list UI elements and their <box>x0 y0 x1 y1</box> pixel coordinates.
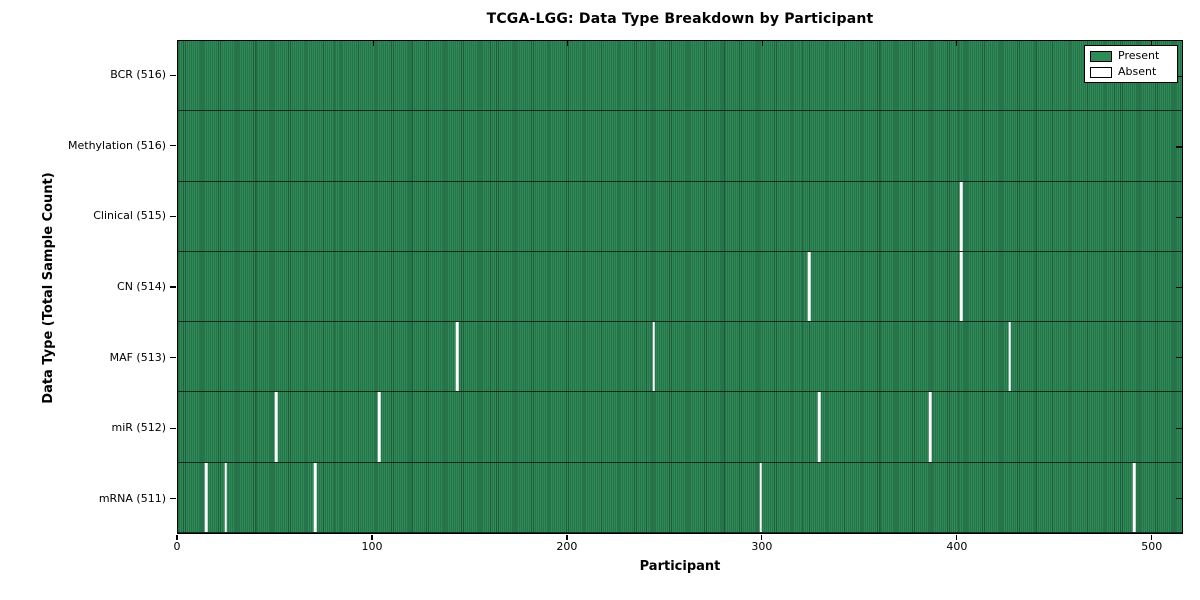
absent-marker <box>274 392 278 462</box>
x-tick-mark <box>176 535 178 540</box>
x-tick-mark <box>1151 535 1153 540</box>
x-tick-mark-top <box>956 41 958 46</box>
absent-marker <box>959 251 963 322</box>
present-swatch <box>1090 50 1112 62</box>
y-tick-mark-right <box>1176 76 1182 78</box>
x-tick-label: 400 <box>946 540 968 553</box>
heatmap-row-Clinical <box>178 181 1182 252</box>
heatmap-row-MAF <box>178 322 1182 393</box>
x-tick-label: 300 <box>751 540 773 553</box>
y-tick-label: Clinical (515) <box>93 209 166 223</box>
y-tick-mark <box>170 427 176 429</box>
y-tick-mark-right <box>1176 146 1182 148</box>
x-tick-label: 100 <box>361 540 383 553</box>
x-tick-mark-top <box>372 41 374 46</box>
y-tick-label: miR (512) <box>111 421 167 435</box>
y-tick-mark <box>170 498 176 500</box>
y-tick-mark-right <box>1176 287 1182 289</box>
absent-marker <box>204 462 208 532</box>
heatmap-row-Methylation <box>178 111 1182 182</box>
chart-title: TCGA-LGG: Data Type Breakdown by Partici… <box>486 11 874 27</box>
y-tick-mark <box>170 215 176 218</box>
legend: Present Absent <box>1084 45 1178 83</box>
y-tick-mark <box>170 145 176 147</box>
x-tick-mark <box>956 535 958 540</box>
plot-area <box>177 40 1183 534</box>
y-tick-label: Methylation (516) <box>68 138 166 152</box>
legend-label-present: Present <box>1118 49 1160 62</box>
y-tick-label: CN (514) <box>117 280 166 293</box>
y-tick-mark <box>170 286 176 288</box>
x-tick-mark-top <box>761 41 763 46</box>
absent-marker <box>959 181 963 251</box>
absent-marker <box>1133 462 1136 532</box>
absent-marker <box>928 392 932 462</box>
absent-marker <box>313 462 317 532</box>
x-tick-mark <box>371 535 373 540</box>
y-tick-label: BCR (516) <box>110 68 166 82</box>
y-tick-label: MAF (513) <box>109 350 166 364</box>
y-tick-mark <box>170 356 176 359</box>
y-tick-mark-right <box>1176 357 1182 359</box>
y-tick-mark-right <box>1176 427 1182 429</box>
heatmap-row-CN <box>178 251 1182 323</box>
x-tick-mark-top <box>567 41 569 46</box>
x-tick-label: 200 <box>556 540 578 553</box>
y-tick-mark-right <box>1176 497 1182 500</box>
x-axis-label: Participant <box>639 559 721 574</box>
absent-marker <box>808 251 811 322</box>
y-tick-mark-right <box>1176 216 1182 218</box>
heatmap-row-miR <box>178 392 1182 463</box>
legend-entry-present: Present <box>1090 50 1171 62</box>
absent-marker <box>1008 322 1012 392</box>
legend-label-absent: Absent <box>1118 65 1157 78</box>
absent-marker <box>759 462 763 532</box>
y-tick-label: mRNA (511) <box>98 491 166 505</box>
x-tick-mark <box>566 535 568 540</box>
absent-marker <box>455 322 459 392</box>
heatmap-row-mRNA <box>178 462 1182 533</box>
absent-marker <box>652 322 656 392</box>
y-tick-mark <box>170 74 176 76</box>
legend-entry-absent: Absent <box>1090 66 1171 78</box>
x-tick-label: 500 <box>1141 540 1163 553</box>
absent-swatch <box>1090 66 1112 78</box>
absent-marker <box>224 462 227 532</box>
x-tick-mark-top <box>1150 41 1153 46</box>
x-tick-label: 0 <box>173 540 181 553</box>
absent-marker <box>817 392 821 462</box>
heatmap-row-BCR <box>178 41 1182 112</box>
x-tick-mark <box>761 535 763 540</box>
absent-marker <box>378 392 381 462</box>
